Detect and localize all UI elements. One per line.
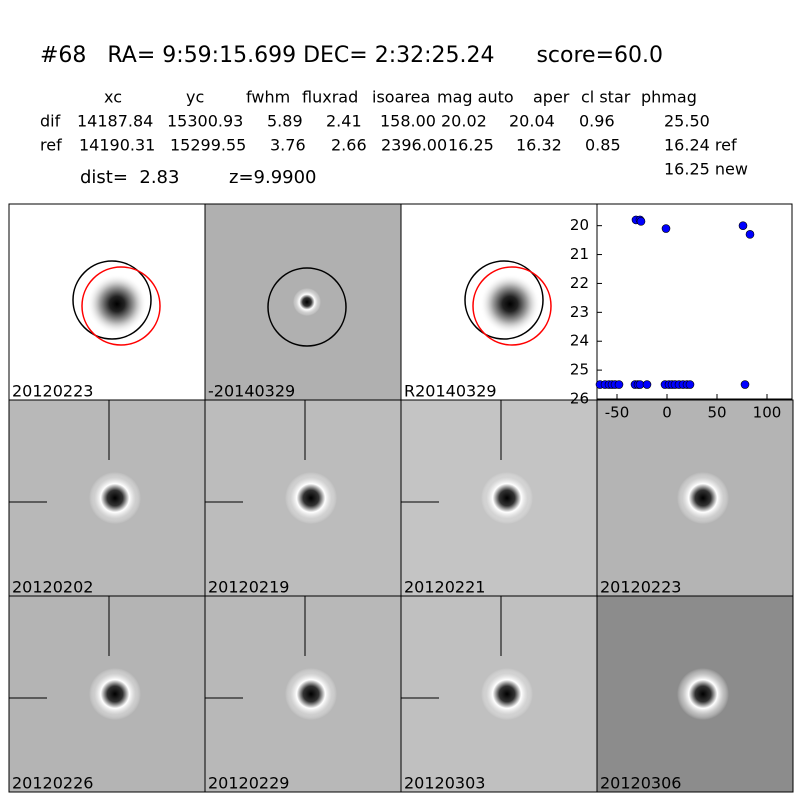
cell: 2.41 (326, 112, 362, 131)
circle (81, 266, 161, 346)
star (293, 288, 321, 316)
cell: 0.85 (585, 136, 621, 155)
y-tick-label: 20 (570, 216, 589, 234)
stamp-label: 20120223 (12, 382, 93, 401)
x-tick-label: 0 (662, 404, 672, 422)
circle (72, 260, 152, 340)
stamp-label: 20120223 (600, 578, 681, 597)
cell: 5.89 (267, 112, 303, 131)
column-header: xc (104, 88, 122, 107)
point (661, 224, 671, 233)
column-header: aper (533, 88, 570, 107)
point (745, 230, 755, 239)
stamp-label: 20120303 (404, 774, 485, 793)
circle (472, 266, 552, 346)
column-header: fwhm (246, 88, 290, 107)
cell: 16.25 new (664, 160, 748, 179)
star (285, 472, 337, 524)
stamp-label: 20120219 (208, 578, 289, 597)
cell: 14187.84 (77, 112, 153, 131)
dist: dist= 2.83 (80, 167, 179, 188)
column-header: cl star (581, 88, 631, 107)
stamp-label: 20120202 (12, 578, 93, 597)
star (285, 668, 337, 720)
cell: 0.96 (579, 112, 615, 131)
stamp-label: R20140329 (404, 382, 497, 401)
point (740, 380, 750, 389)
cell: 25.50 (664, 112, 710, 131)
row-label: ref (40, 136, 62, 155)
cell: 3.76 (270, 136, 306, 155)
point (614, 380, 624, 389)
column-header: phmag (641, 88, 697, 107)
cell: 15300.93 (167, 112, 243, 131)
stamp-label: 20120226 (12, 774, 93, 793)
z: z=9.9900 (229, 167, 317, 188)
column-header: isoarea (372, 88, 430, 107)
cell: 2.66 (331, 136, 367, 155)
y-tick-label: 24 (570, 332, 589, 350)
y-tick-label: 26 (570, 390, 589, 408)
star (677, 668, 729, 720)
cell: 20.02 (441, 112, 487, 131)
point (685, 380, 695, 389)
star (481, 472, 533, 524)
circle (464, 260, 544, 340)
stamp-label: 20120229 (208, 774, 289, 793)
column-header: yc (186, 88, 204, 107)
stamp-label: 20120221 (404, 578, 485, 597)
point (636, 217, 646, 226)
point (738, 221, 748, 230)
column-header: mag auto (437, 88, 514, 107)
star (89, 668, 141, 720)
point (642, 380, 652, 389)
y-tick-label: 23 (570, 303, 589, 321)
star (481, 668, 533, 720)
y-tick-label: 22 (570, 274, 589, 292)
cell: 15299.55 (170, 136, 246, 155)
cell: 16.24 ref (664, 136, 737, 155)
stamp-label: 20120306 (600, 774, 681, 793)
row-label: dif (40, 112, 61, 131)
x-tick-label: -50 (605, 404, 630, 422)
star (677, 472, 729, 524)
x-tick-label: 50 (707, 404, 726, 422)
cell: 158.00 (380, 112, 436, 131)
column-header: fluxrad (302, 88, 358, 107)
cell: 2396.00 (381, 136, 447, 155)
star (87, 274, 147, 334)
title: #68 RA= 9:59:15.699 DEC= 2:32:25.24 scor… (40, 43, 663, 68)
circle (267, 267, 347, 347)
cell: 16.25 (448, 136, 494, 155)
cell: 14190.31 (79, 136, 155, 155)
plot-area (596, 203, 793, 400)
y-tick-label: 25 (570, 361, 589, 379)
cell: 16.32 (516, 136, 562, 155)
cell: 20.04 (509, 112, 555, 131)
star (480, 274, 540, 334)
stamp-label: -20140329 (208, 382, 295, 401)
y-tick-label: 21 (570, 245, 589, 263)
star (89, 472, 141, 524)
x-tick-label: 100 (753, 404, 782, 422)
